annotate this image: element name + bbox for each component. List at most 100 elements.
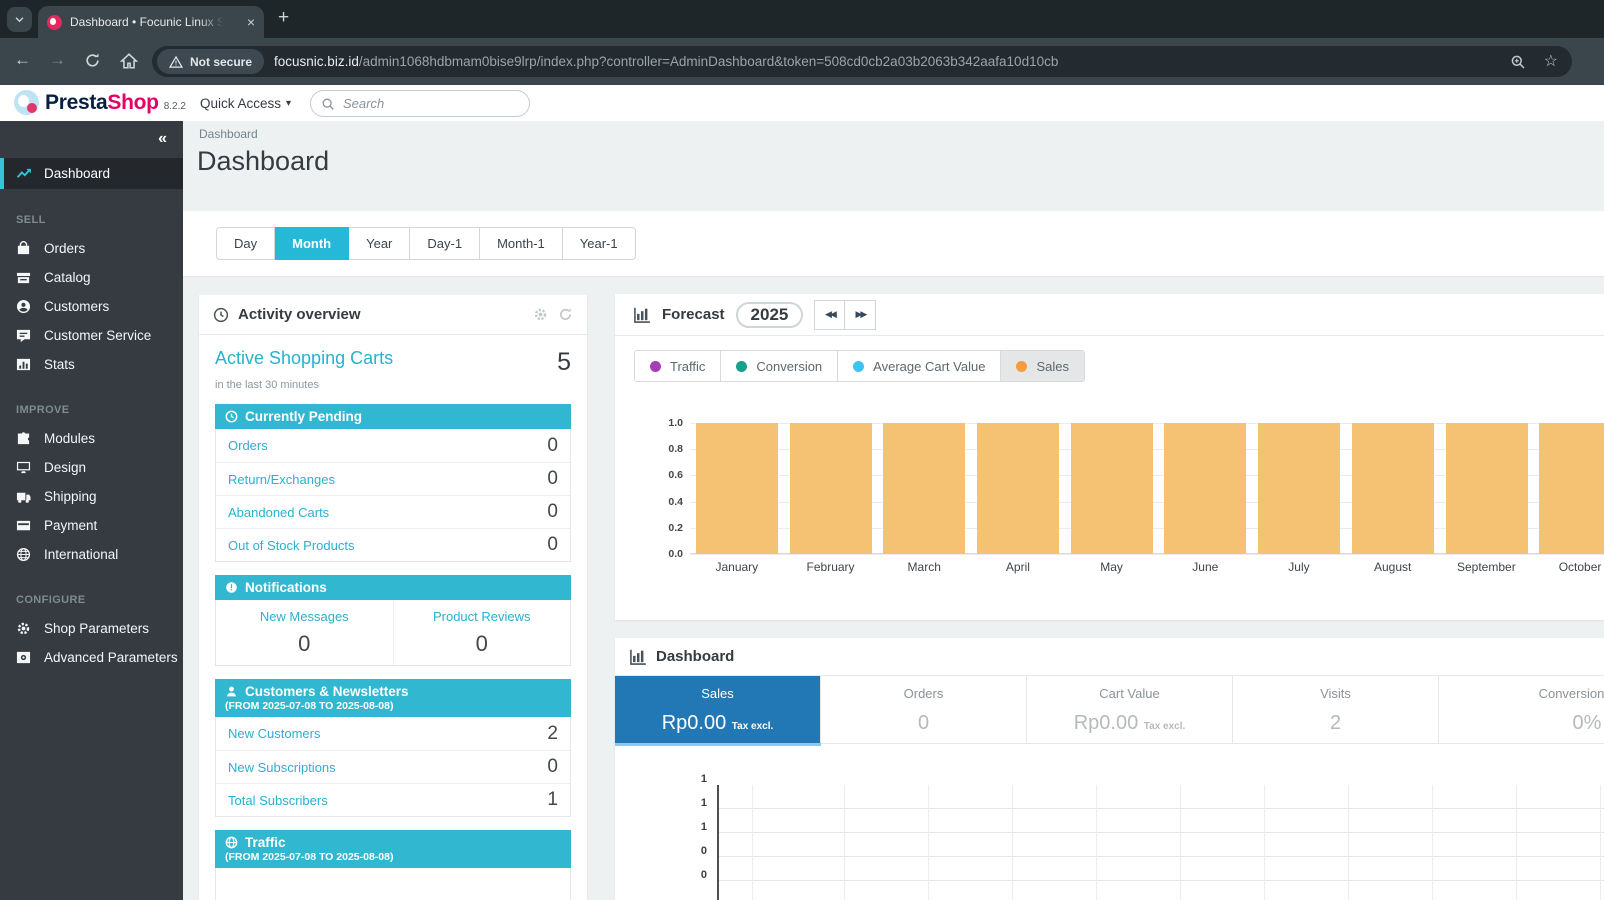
legend-conversion[interactable]: Conversion xyxy=(720,351,837,381)
new-tab-button[interactable]: + xyxy=(278,7,289,29)
sidebar-item-shipping[interactable]: Shipping xyxy=(0,482,183,511)
orders-link[interactable]: Orders xyxy=(228,438,268,453)
forecast-bar xyxy=(883,423,965,554)
tab-title: Dashboard • Focunic Linux Stor xyxy=(70,15,224,29)
traffic-dot-icon xyxy=(650,361,661,372)
gear-icon xyxy=(16,621,31,636)
truck-icon xyxy=(16,489,31,504)
sidebar-item-customer-service[interactable]: Customer Service xyxy=(0,321,183,350)
sidebar-section-sell: SELL xyxy=(16,214,183,226)
dashboard-panel-title: Dashboard xyxy=(656,648,734,665)
returns-link[interactable]: Return/Exchanges xyxy=(228,472,335,487)
table-row: Return/Exchanges0 xyxy=(216,462,570,495)
forecast-bar xyxy=(1539,423,1604,554)
browser-tab[interactable]: Dashboard • Focunic Linux Stor × xyxy=(38,6,264,38)
next-year-button[interactable]: ▶▶ xyxy=(845,300,876,330)
out-of-stock-link[interactable]: Out of Stock Products xyxy=(228,538,354,553)
forecast-y-tick-label: 0.4 xyxy=(668,496,683,508)
shopping-bag-icon xyxy=(16,241,31,256)
sidebar-item-customers[interactable]: Customers xyxy=(0,292,183,321)
gear-icon[interactable] xyxy=(533,307,548,322)
legend-average-cart-value[interactable]: Average Cart Value xyxy=(837,351,1000,381)
bar-chart-icon xyxy=(16,357,31,372)
forecast-bar xyxy=(1071,423,1153,554)
active-carts-subtitle: in the last 30 minutes xyxy=(215,379,571,391)
forecast-bar xyxy=(696,423,778,554)
conversion-dot-icon xyxy=(736,361,747,372)
time-filter-day[interactable]: Day xyxy=(216,227,275,260)
refresh-icon[interactable] xyxy=(558,307,573,322)
sidebar-collapse-button[interactable]: « xyxy=(158,130,167,148)
reload-button[interactable] xyxy=(84,52,101,69)
quick-access-dropdown[interactable]: Quick Access ▾ xyxy=(200,85,291,121)
sidebar-item-advanced-parameters[interactable]: Advanced Parameters xyxy=(0,643,183,672)
forecast-x-tick-label: January xyxy=(690,560,784,574)
sidebar-item-shop-parameters[interactable]: Shop Parameters xyxy=(0,614,183,643)
globe-icon xyxy=(225,836,238,849)
time-filter-month[interactable]: Month xyxy=(275,227,349,260)
sidebar-item-design[interactable]: Design xyxy=(0,453,183,482)
forecast-y-tick-label: 0.2 xyxy=(668,522,683,534)
address-bar[interactable]: Not secure focusnic.biz.id/admin1068hdbm… xyxy=(152,46,1572,77)
customers-date-range: (FROM 2025-07-08 TO 2025-08-08) xyxy=(225,700,561,712)
tab-close-icon[interactable]: × xyxy=(247,15,255,29)
active-shopping-carts-link[interactable]: Active Shopping Carts xyxy=(215,348,393,369)
global-search-input[interactable]: Search xyxy=(310,90,530,117)
settings-square-icon xyxy=(16,650,31,665)
sidebar: « Dashboard SELL Orders Catalog Customer… xyxy=(0,121,183,900)
activity-overview-panel: Activity overview Active Shopping Carts … xyxy=(199,295,587,900)
metric-conversion-rate[interactable]: Conversion Rate 0% xyxy=(1439,676,1604,743)
product-reviews-link[interactable]: Product Reviews xyxy=(394,609,571,624)
metric-visits[interactable]: Visits 2 xyxy=(1233,676,1439,743)
zoom-icon[interactable] xyxy=(1510,54,1526,70)
person-icon xyxy=(16,299,31,314)
activity-title: Activity overview xyxy=(238,306,361,323)
forecast-y-tick-label: 0.6 xyxy=(668,469,683,481)
sidebar-item-stats[interactable]: Stats xyxy=(0,350,183,379)
new-subscriptions-link[interactable]: New Subscriptions xyxy=(228,760,336,775)
time-filter-month-1[interactable]: Month-1 xyxy=(480,227,563,260)
exclamation-circle-icon xyxy=(225,581,238,594)
home-button[interactable] xyxy=(120,52,138,70)
globe-icon xyxy=(16,547,31,562)
legend-sales[interactable]: Sales xyxy=(1000,351,1084,381)
sidebar-item-catalog[interactable]: Catalog xyxy=(0,263,183,292)
time-filter-day-1[interactable]: Day-1 xyxy=(410,227,480,260)
table-row: Orders0 xyxy=(216,429,570,462)
sidebar-item-dashboard[interactable]: Dashboard xyxy=(0,158,183,189)
metric-cart-value[interactable]: Cart Value Rp0.00 Tax excl. xyxy=(1027,676,1233,743)
forecast-bar xyxy=(977,423,1059,554)
puzzle-icon xyxy=(16,431,31,446)
browser-toolbar: ← → Not secure focusnic.biz.id/admin1068… xyxy=(0,38,1604,85)
dashboard-chart-grid xyxy=(719,785,1604,900)
sidebar-item-orders[interactable]: Orders xyxy=(0,234,183,263)
previous-year-button[interactable]: ◀◀ xyxy=(814,300,845,330)
sidebar-item-payment[interactable]: Payment xyxy=(0,511,183,540)
abandoned-carts-link[interactable]: Abandoned Carts xyxy=(228,505,329,520)
table-row xyxy=(216,868,570,900)
new-messages-link[interactable]: New Messages xyxy=(216,609,393,624)
time-filter-year-1[interactable]: Year-1 xyxy=(563,227,636,260)
sidebar-item-modules[interactable]: Modules xyxy=(0,424,183,453)
average-cart-value-dot-icon xyxy=(853,361,864,372)
time-filter-year[interactable]: Year xyxy=(349,227,410,260)
not-secure-label: Not secure xyxy=(190,55,252,69)
sidebar-item-international[interactable]: International xyxy=(0,540,183,569)
breadcrumb[interactable]: Dashboard xyxy=(199,127,258,141)
metric-sales[interactable]: Sales Rp0.00 Tax excl. xyxy=(615,676,821,743)
not-secure-chip[interactable]: Not secure xyxy=(157,49,264,74)
active-shopping-carts-value: 5 xyxy=(557,348,571,377)
bookmark-star-icon[interactable]: ☆ xyxy=(1544,54,1558,70)
time-filter-group: Day Month Year Day-1 Month-1 Year-1 xyxy=(216,227,636,260)
metric-orders[interactable]: Orders 0 xyxy=(821,676,1027,743)
forecast-x-tick-label: February xyxy=(784,560,878,574)
forward-button[interactable]: → xyxy=(49,50,66,70)
legend-traffic[interactable]: Traffic xyxy=(635,351,720,381)
back-button[interactable]: ← xyxy=(14,50,31,70)
new-customers-link[interactable]: New Customers xyxy=(228,726,320,741)
time-filter-strip: Day Month Year Day-1 Month-1 Year-1 xyxy=(183,211,1604,277)
total-subscribers-link[interactable]: Total Subscribers xyxy=(228,793,328,808)
tab-search-button[interactable] xyxy=(7,7,32,32)
prestashop-logo[interactable]: PrestaShop 8.2.2 xyxy=(14,90,186,115)
trending-up-icon xyxy=(16,165,33,182)
